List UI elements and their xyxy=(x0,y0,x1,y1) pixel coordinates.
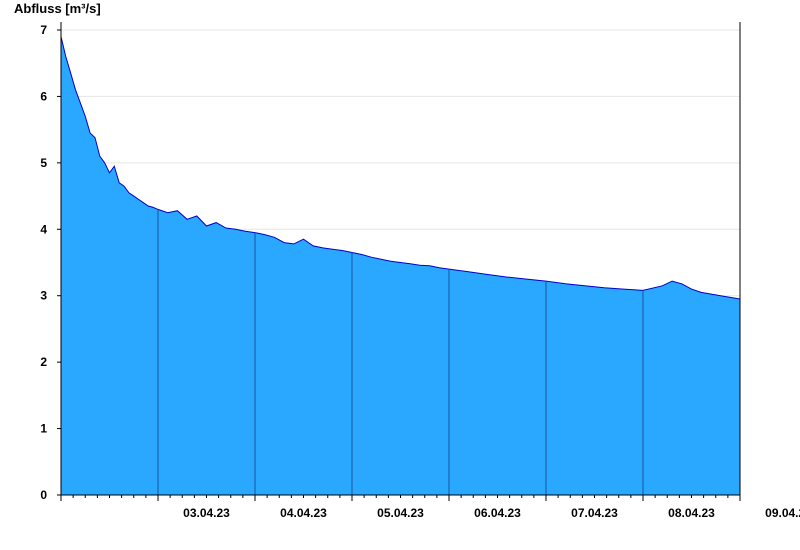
y-tick-label-3: 3 xyxy=(40,289,47,303)
discharge-area xyxy=(61,36,740,495)
y-tick-label-6: 6 xyxy=(40,89,47,103)
y-tick-label-0: 0 xyxy=(40,488,47,502)
y-tick-label-1: 1 xyxy=(40,422,47,436)
y-ticks: 0 1 2 3 4 5 6 7 xyxy=(40,23,61,502)
y-axis-title: Abfluss [m³/s] xyxy=(14,1,101,16)
y-tick-label-4: 4 xyxy=(40,222,47,236)
x-tick-label-4: 07.04.23 xyxy=(571,506,618,520)
y-tick-label-7: 7 xyxy=(40,23,47,37)
x-ticks: 03.04.23 04.04.23 05.04.23 06.04.23 07.04.23… xyxy=(60,495,800,520)
y-tick-label-2: 2 xyxy=(40,355,47,369)
day-dividers xyxy=(157,209,644,495)
x-tick-label-3: 06.04.23 xyxy=(474,506,521,520)
x-tick-label-0: 03.04.23 xyxy=(183,506,230,520)
area-layer xyxy=(60,36,741,495)
x-tick-label-5: 08.04.23 xyxy=(668,506,715,520)
x-tick-label-6: 09.04.23 xyxy=(765,506,800,520)
x-tick-label-2: 05.04.23 xyxy=(377,506,424,520)
y-tick-label-5: 5 xyxy=(40,156,47,170)
x-tick-label-1: 04.04.23 xyxy=(280,506,327,520)
discharge-line xyxy=(60,36,741,300)
